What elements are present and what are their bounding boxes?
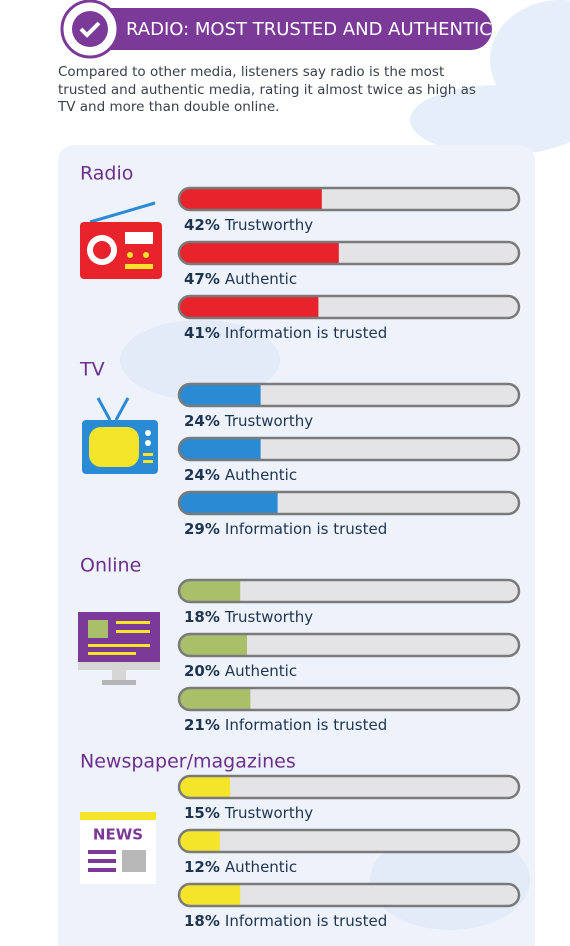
bar-label: 20% Authentic <box>184 662 297 680</box>
bar-outline <box>177 186 521 212</box>
bar-label: 29% Information is trusted <box>184 520 387 538</box>
bar-outline <box>177 578 521 604</box>
bar-label: 18% Trustworthy <box>184 608 313 626</box>
value-label: 41% <box>184 324 220 342</box>
group-title: Radio <box>80 163 133 185</box>
category-label: Information is trusted <box>225 716 387 734</box>
badge-inner <box>72 11 108 47</box>
bar-outline <box>177 240 521 266</box>
category-label: Authentic <box>225 466 297 484</box>
value-label: 29% <box>184 520 220 538</box>
bar <box>179 384 261 406</box>
cloud <box>120 320 280 400</box>
bar-label: 47% Authentic <box>184 270 297 288</box>
bar <box>179 830 220 852</box>
bar-label: 41% Information is trusted <box>184 324 387 342</box>
value-label: 24% <box>184 412 220 430</box>
value-label: 47% <box>184 270 220 288</box>
bar-outline <box>177 294 521 320</box>
header-title: RADIO: MOST TRUSTED AND AUTHENTIC <box>126 19 492 40</box>
category-label: Trustworthy <box>224 608 313 626</box>
group-title: TV <box>79 359 105 381</box>
bar <box>179 688 251 710</box>
value-label: 15% <box>184 804 220 822</box>
bar-outline <box>177 882 521 908</box>
bar-label: 24% Authentic <box>184 466 297 484</box>
category-label: Trustworthy <box>224 216 313 234</box>
bar-outline <box>177 828 521 854</box>
tv-icon <box>82 397 158 474</box>
bar-track <box>179 438 519 460</box>
value-label: 18% <box>184 608 220 626</box>
bar-track <box>179 634 519 656</box>
bar-label: 24% Trustworthy <box>184 412 313 430</box>
bar-track <box>179 776 519 798</box>
category-label: Information is trusted <box>225 520 387 538</box>
news-label: NEWS <box>93 826 143 844</box>
bar-track <box>179 688 519 710</box>
bar-outline <box>177 490 521 516</box>
value-label: 20% <box>184 662 220 680</box>
group-title: Newspaper/magazines <box>80 751 296 773</box>
category-label: Information is trusted <box>225 912 387 930</box>
bar <box>179 580 241 602</box>
value-label: 18% <box>184 912 220 930</box>
bar <box>179 438 261 460</box>
bar-label: 42% Trustworthy <box>184 216 313 234</box>
bar-track <box>179 384 519 406</box>
bar-label: 21% Information is trusted <box>184 716 387 734</box>
header-pill <box>62 8 492 50</box>
value-label: 42% <box>184 216 220 234</box>
category-label: Information is trusted <box>225 324 387 342</box>
bar-outline <box>177 774 521 800</box>
category-label: Trustworthy <box>224 412 313 430</box>
check <box>79 21 101 38</box>
bar-track <box>179 830 519 852</box>
bar <box>179 634 247 656</box>
bar-track <box>179 580 519 602</box>
online-icon <box>78 612 160 685</box>
bar-label: 12% Authentic <box>184 858 297 876</box>
category-label: Trustworthy <box>224 804 313 822</box>
bar <box>179 296 319 318</box>
bar-outline <box>177 686 521 712</box>
bar <box>179 884 241 906</box>
bar <box>179 492 278 514</box>
bar-label: 15% Trustworthy <box>184 804 313 822</box>
bar-outline <box>177 436 521 462</box>
category-label: Authentic <box>225 270 297 288</box>
intro-text: Compared to other media, listeners say r… <box>58 64 476 115</box>
category-label: Authentic <box>225 858 297 876</box>
value-label: 12% <box>184 858 220 876</box>
newspaper-icon: NEWS <box>80 812 156 884</box>
cloud <box>410 85 570 155</box>
bar-label: 18% Information is trusted <box>184 912 387 930</box>
bar <box>179 188 322 210</box>
value-label: 21% <box>184 716 220 734</box>
bar <box>179 242 339 264</box>
bar-outline <box>177 382 521 408</box>
group-title: Online <box>80 555 141 577</box>
bar <box>179 776 230 798</box>
bar-outline <box>177 632 521 658</box>
value-label: 24% <box>184 466 220 484</box>
bar-track <box>179 884 519 906</box>
radio-icon <box>80 201 162 279</box>
category-label: Authentic <box>225 662 297 680</box>
